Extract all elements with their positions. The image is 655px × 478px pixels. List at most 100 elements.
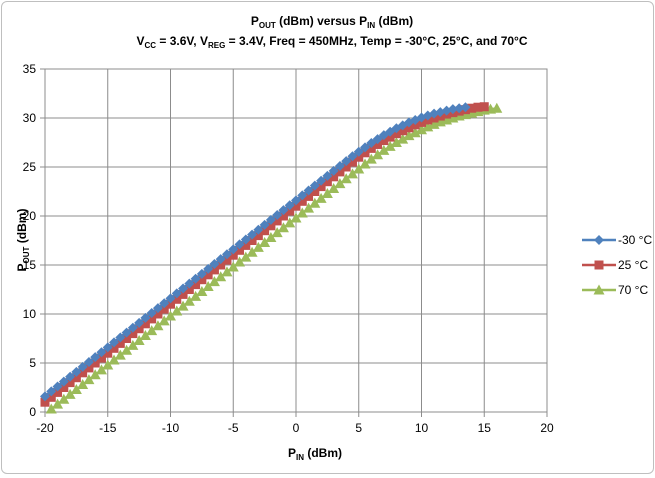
data-point: [341, 156, 352, 167]
data-point: [65, 378, 75, 388]
x-tick-label: -20: [36, 421, 54, 435]
x-tick-label: -15: [99, 421, 117, 435]
data-point: [46, 392, 56, 402]
data-point: [284, 217, 296, 228]
data-point: [102, 359, 114, 370]
chart-title-line1: POUT (dBm) versus PIN (dBm): [251, 14, 413, 30]
data-point: [360, 142, 371, 153]
data-point: [83, 374, 95, 385]
data-point: [178, 289, 188, 299]
data-point: [284, 200, 295, 211]
y-tick-label: 20: [23, 209, 37, 223]
data-point: [234, 239, 245, 250]
data-point: [121, 327, 132, 338]
data-point: [341, 162, 351, 172]
data-point: [271, 227, 283, 238]
data-point: [227, 261, 239, 272]
data-point: [403, 130, 415, 141]
series-group: [40, 102, 503, 414]
data-point: [203, 263, 214, 274]
data-point: [366, 137, 377, 148]
data-point: [252, 241, 264, 252]
legend-label: -30 °C: [618, 233, 652, 247]
series-line: [44, 105, 485, 404]
data-point: [114, 349, 126, 360]
data-point: [134, 317, 145, 328]
data-point: [404, 123, 414, 133]
data-point: [159, 304, 169, 314]
data-point: [215, 254, 226, 265]
x-tick-label: 0: [293, 421, 300, 435]
data-point: [90, 358, 100, 368]
data-point: [372, 149, 384, 160]
data-point: [259, 236, 271, 247]
data-point: [209, 265, 219, 275]
data-point: [90, 352, 101, 363]
data-point: [384, 140, 396, 151]
tick-labels: -20 -15 -10 -5 0 5 10 15 20 0 5 10 15 20 25 30 35: [23, 62, 554, 435]
data-point: [234, 256, 246, 267]
data-point: [70, 383, 82, 394]
data-point: [240, 234, 251, 245]
chart-title-line2: VCC = 3.6V, VREG = 3.4V, Freq = 450MHz, …: [136, 34, 527, 50]
data-point: [460, 102, 471, 113]
data-point: [78, 368, 88, 378]
x-tick-label: 5: [355, 421, 362, 435]
data-point: [53, 387, 63, 397]
data-point: [328, 183, 340, 194]
y-tick-label: 30: [23, 111, 37, 125]
data-point: [77, 379, 89, 390]
y-tick-label: 10: [23, 307, 37, 321]
data-point: [58, 376, 69, 387]
data-point: [215, 271, 227, 282]
data-point: [278, 205, 289, 216]
data-point: [360, 148, 370, 158]
data-point: [309, 180, 320, 191]
data-point: [58, 393, 70, 404]
y-axis-label: POUT (dBm): [15, 209, 31, 272]
data-point: [128, 329, 138, 339]
data-point: [347, 151, 358, 162]
data-point: [158, 315, 170, 326]
data-point: [146, 325, 158, 336]
data-point: [159, 298, 170, 309]
x-axis-label: PIN (dBm): [288, 446, 342, 462]
data-point: [221, 249, 232, 260]
data-point: [203, 270, 213, 280]
data-point: [385, 132, 395, 142]
data-point: [303, 202, 315, 213]
data-point: [177, 300, 189, 311]
data-point: [479, 102, 489, 112]
data-point: [291, 201, 301, 211]
data-point: [83, 357, 94, 368]
data-point: [146, 308, 157, 319]
data-point: [52, 398, 64, 409]
data-point: [366, 143, 376, 153]
data-point: [322, 177, 332, 187]
data-point: [397, 133, 409, 144]
data-point: [297, 196, 307, 206]
data-point: [134, 324, 144, 334]
data-point: [272, 216, 282, 226]
data-point: [153, 309, 163, 319]
data-point: [277, 222, 289, 233]
data-point: [247, 229, 258, 240]
data-point: [304, 191, 314, 201]
data-point: [172, 294, 182, 304]
data-point: [77, 361, 88, 372]
data-point: [140, 312, 151, 323]
gridlines: [40, 68, 548, 417]
legend-label: 70 °C: [618, 283, 648, 297]
data-point: [109, 343, 119, 353]
legend-marker: [594, 260, 604, 270]
data-point: [473, 102, 483, 112]
data-point: [247, 236, 257, 245]
data-point: [266, 221, 276, 231]
data-point: [127, 339, 139, 350]
data-point: [103, 348, 113, 358]
legend-label: 25 °C: [618, 258, 648, 272]
data-point: [191, 280, 201, 290]
data-point: [315, 192, 327, 203]
x-tick-label: -10: [162, 421, 180, 435]
